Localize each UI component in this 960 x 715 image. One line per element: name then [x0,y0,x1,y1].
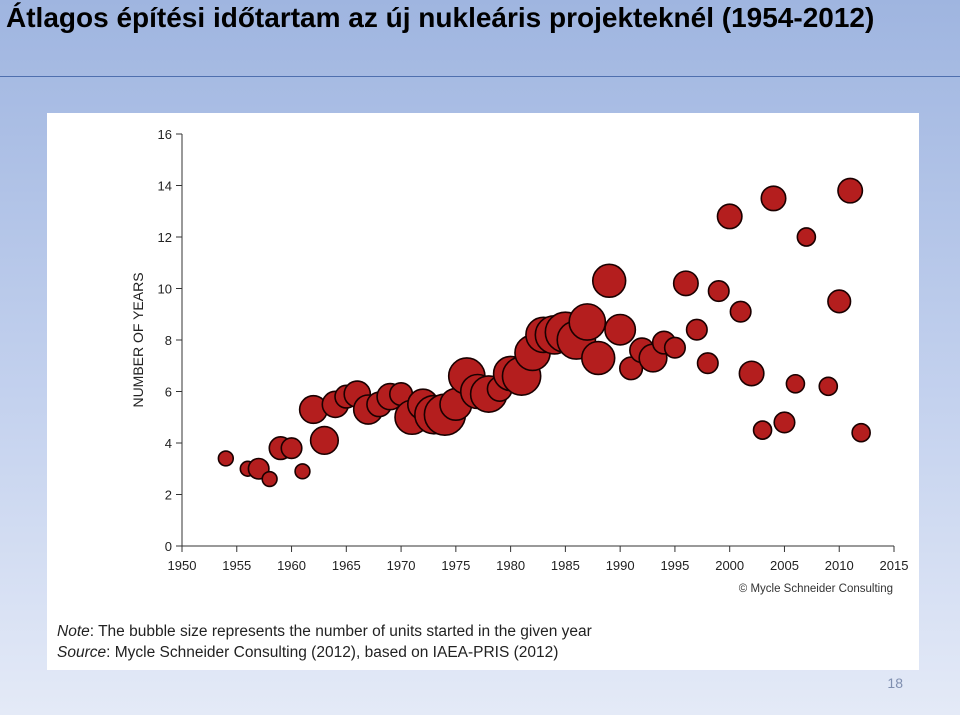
bubble-point [294,463,311,480]
y-tick-label: 8 [165,333,172,348]
bubble-point [729,300,752,323]
bubble-point [604,313,637,346]
bubble-chart: 0 2 4 6 8 10 12 14 16 1950 1955 1960 1965 1970 1975 198… [130,127,908,573]
bubble-point [280,437,303,460]
y-tick-label: 0 [165,539,172,554]
bubble-point [837,177,864,204]
slide-title: Átlagos építési időtartam az új nukleári… [6,2,875,33]
bubble-point [663,336,686,359]
bubble-point [672,270,699,297]
bubble-point [309,425,340,456]
chart-source: Source: Mycle Schneider Consulting (2012… [57,644,558,662]
x-tick-label: 1970 [387,558,416,573]
y-tick-label: 12 [158,230,172,245]
bubble-point [261,470,278,488]
chart-copyright: © Mycle Schneider Consulting [738,583,893,595]
x-tick-label: 1955 [222,558,251,573]
y-tick-label: 10 [158,282,172,297]
title-divider [0,76,960,77]
x-tick-label: 1960 [277,558,306,573]
axes-layer: 0 2 4 6 8 10 12 14 16 1950 1955 1960 1965 1970 1975 198… [130,127,908,573]
y-tick-label: 2 [165,488,172,503]
chart-panel: 0 2 4 6 8 10 12 14 16 1950 1955 1960 1965 1970 1975 198… [47,113,919,670]
x-tick-label: 1985 [551,558,580,573]
bubble-point [581,340,616,376]
y-tick-label: 16 [158,127,172,142]
y-axis-label: NUMBER OF YEARS [130,272,146,407]
bubble-point [591,263,627,299]
bubble-point [752,420,773,440]
bubble-point [818,376,839,397]
bubble-point [716,203,743,230]
bubble-point [696,352,719,375]
x-tick-label: 1980 [496,558,525,573]
source-label: Source [57,644,107,661]
x-tick-label: 1950 [168,558,197,573]
x-tick-label: 1995 [660,558,689,573]
page-number: 18 [887,675,903,691]
bubble-point [760,185,787,212]
source-text: : Mycle Schneider Consulting (2012), bas… [106,644,559,661]
chart-note: Note: The bubble size represents the num… [57,623,592,641]
y-tick-label: 4 [165,436,172,451]
bubble-point [796,227,817,247]
x-tick-label: 1975 [441,558,470,573]
y-tick-label: 6 [165,385,172,400]
x-tick-label: 2005 [770,558,799,573]
note-label: Note [57,623,90,640]
x-tick-label: 2010 [825,558,854,573]
x-tick-label: 2015 [880,558,909,573]
y-tick-label: 14 [158,179,172,194]
x-tick-label: 1965 [332,558,361,573]
bubble-point [568,303,607,341]
bubble-layer [217,177,871,488]
bubble-point [851,422,871,443]
bubble-point [217,450,235,467]
bubble-point [785,373,806,394]
bubble-point [685,318,708,341]
bubble-point [773,411,796,434]
note-text: : The bubble size represents the number … [89,623,592,640]
x-tick-label: 2000 [715,558,744,573]
bubble-point [827,289,852,314]
bubble-point [738,360,765,387]
x-tick-label: 1990 [606,558,635,573]
bubble-point [707,280,730,303]
